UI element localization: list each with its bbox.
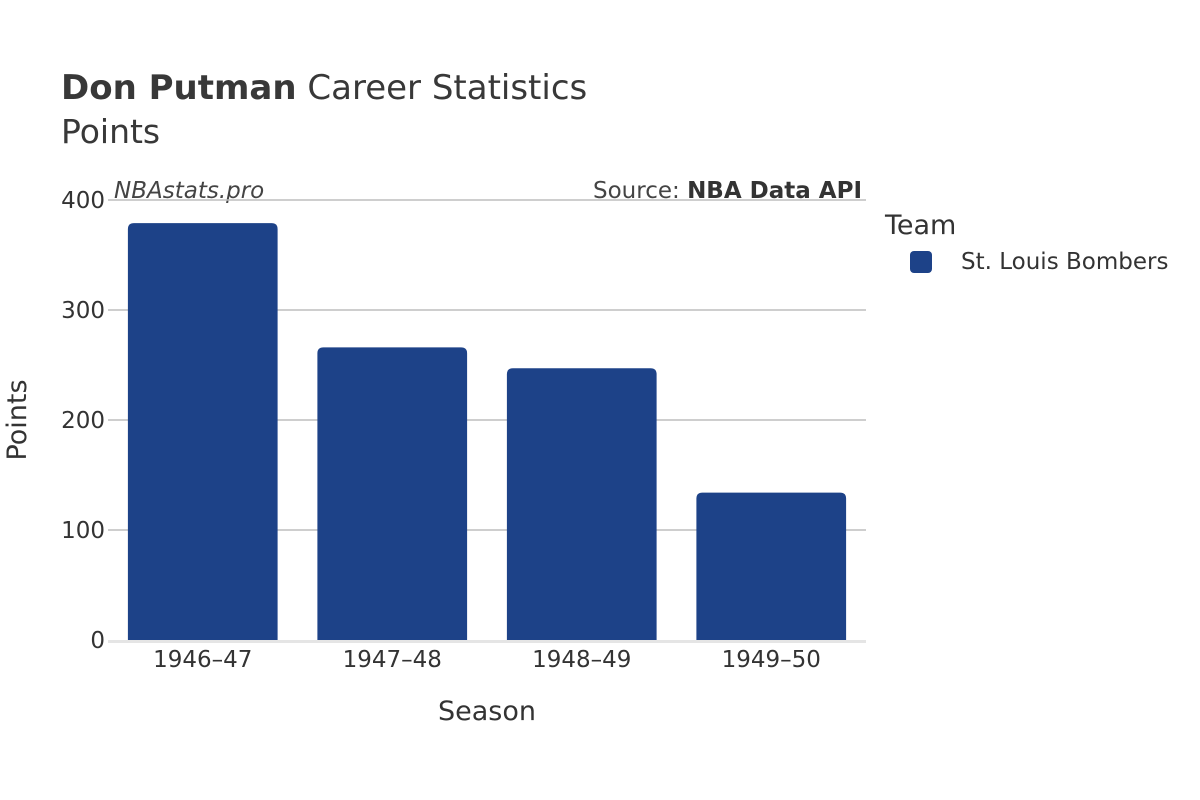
y-tick-label: 300 <box>61 298 105 324</box>
legend: Team St. Louis Bombers <box>885 210 1168 275</box>
legend-item-label: St. Louis Bombers <box>961 249 1169 275</box>
bar[interactable] <box>696 492 847 640</box>
legend-title: Team <box>885 210 957 241</box>
title-rest: Career Statistics <box>296 68 588 108</box>
chart-title-block: Don Putman Career Statistics Points <box>61 66 587 154</box>
x-axis-ticks: 1946–47 1947–48 1948–49 1949–50 <box>153 647 821 673</box>
y-axis-ticks: 0 100 200 300 400 <box>61 188 105 654</box>
chart-title: Don Putman Career Statistics <box>61 66 587 110</box>
x-axis-label: Season <box>438 696 536 727</box>
chart-subtitle: Points <box>61 112 161 151</box>
x-tick-label: 1949–50 <box>722 647 821 673</box>
x-tick-label: 1947–48 <box>343 647 442 673</box>
bar[interactable] <box>506 368 657 640</box>
y-tick-label: 400 <box>61 188 105 214</box>
bar[interactable] <box>317 347 468 640</box>
player-name: Don Putman <box>61 68 297 108</box>
legend-swatch <box>910 251 932 273</box>
legend-item[interactable]: St. Louis Bombers <box>910 249 1168 275</box>
y-axis-label: Points <box>2 379 33 460</box>
x-tick-label: 1946–47 <box>153 647 252 673</box>
y-tick-label: 100 <box>61 518 105 544</box>
y-tick-label: 200 <box>61 408 105 434</box>
y-tick-label: 0 <box>90 628 105 654</box>
bars <box>127 223 847 640</box>
x-tick-label: 1948–49 <box>532 647 631 673</box>
bar[interactable] <box>127 223 278 640</box>
